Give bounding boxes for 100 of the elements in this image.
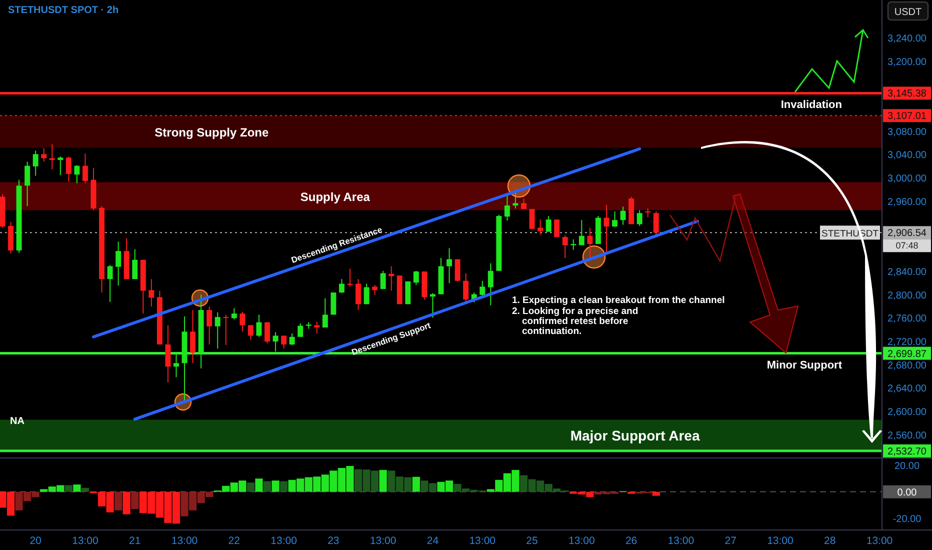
y-tick-label: 2,906.54 (888, 228, 927, 240)
chart-title: STETHUSDT SPOT · 2h (8, 5, 119, 16)
candlestick (554, 219, 560, 238)
x-tick-label: 13:00 (72, 535, 99, 547)
x-tick-label: 13:00 (866, 535, 893, 547)
candlestick (74, 164, 80, 184)
x-tick-label: 27 (724, 535, 737, 547)
y-axis-title: USDT (894, 7, 922, 18)
x-tick-label: 25 (526, 535, 538, 547)
annotation: NA (10, 416, 24, 427)
x-tick-label: 13:00 (370, 535, 396, 547)
candlestick (488, 262, 494, 306)
candlestick (364, 283, 370, 305)
y-tick-label: 2,840.00 (888, 266, 927, 278)
bar (246, 482, 255, 492)
y-tick-label: 2,960.00 (888, 196, 927, 208)
candlestick (298, 322, 304, 338)
annotation: 2. Looking for a precise and confirmed retest before continuation. (512, 306, 638, 337)
candlestick (289, 332, 295, 346)
candlestick (82, 153, 88, 184)
band-label: Major Support Area (570, 427, 700, 444)
y-tick-label: 20.00 (894, 460, 920, 472)
y-tick-label: 3,080.00 (888, 126, 927, 138)
y-tick-label: 2,640.00 (888, 384, 927, 395)
candlestick (430, 292, 436, 318)
candlestick (58, 156, 64, 176)
candlestick (132, 248, 138, 280)
y-tick-label: 2,560.00 (888, 430, 927, 442)
candlestick (480, 280, 486, 298)
x-tick-label: 13:00 (469, 535, 496, 547)
candlestick (248, 324, 254, 340)
candlestick (256, 314, 262, 338)
y-tick-label: 3,107.01 (888, 111, 927, 122)
text: 07:48 (896, 240, 918, 251)
y-tick-label: -20.00 (892, 514, 922, 525)
candlestick (338, 278, 344, 294)
candlestick (116, 241, 122, 286)
x-tick-label: 23 (328, 535, 340, 547)
y-tick-label: 3,145.38 (888, 88, 927, 100)
candlestick (206, 306, 212, 345)
bar (81, 488, 90, 492)
x-tick-label: 13:00 (171, 535, 198, 547)
candlestick (538, 219, 544, 236)
candlestick (413, 270, 419, 286)
candlestick (174, 352, 179, 378)
candlestick (32, 150, 38, 176)
candlestick (578, 220, 584, 246)
candlestick (512, 189, 518, 209)
candlestick (165, 324, 171, 383)
band-label: Strong Supply Zone (154, 126, 269, 140)
candlestick (454, 258, 460, 282)
bar (263, 481, 272, 492)
candlestick (214, 312, 220, 350)
candlestick (107, 264, 113, 302)
band-label: Supply Area (300, 190, 370, 204)
bar (131, 492, 139, 510)
y-tick-label: 3,200.00 (888, 56, 927, 68)
x-tick-label: 13:00 (270, 535, 298, 547)
candlestick (546, 216, 552, 232)
x-tick-label: 26 (625, 535, 638, 547)
bar (272, 480, 280, 492)
candlestick (24, 161, 30, 207)
candlestick (314, 321, 320, 334)
candlestick (604, 204, 610, 254)
x-tick-label: 28 (824, 535, 836, 547)
x-tick-label: 13:00 (767, 535, 794, 547)
candlestick (264, 322, 270, 344)
bar (255, 478, 263, 492)
bar (280, 481, 288, 492)
candlestick (446, 248, 452, 284)
y-tick-label: 3,000.00 (888, 174, 927, 185)
y-tick-label: 3,240.00 (888, 33, 927, 44)
bar (73, 484, 81, 492)
annotation: 1. Expecting a clean breakout from the channel (512, 295, 725, 306)
candlestick (322, 298, 328, 328)
candlestick (231, 308, 237, 320)
candlestick (587, 227, 593, 260)
candlestick (463, 272, 469, 304)
candlestick (347, 268, 353, 288)
candlestick (653, 210, 659, 236)
candlestick (372, 284, 378, 296)
x-tick-label: 24 (426, 535, 439, 547)
candlestick (281, 335, 287, 350)
x-tick-label: 20 (30, 535, 42, 547)
candlestick (620, 206, 626, 226)
ref-line-label: Invalidation (780, 99, 842, 112)
bar (379, 470, 387, 492)
bar (64, 485, 72, 492)
candlestick (190, 310, 196, 364)
candlestick (49, 144, 55, 170)
y-tick-label: 0.00 (897, 487, 918, 498)
candlestick (240, 311, 246, 332)
candlestick (41, 148, 47, 162)
candlestick (529, 208, 535, 230)
bar (652, 492, 660, 496)
y-tick-label: 2,532.70 (888, 446, 927, 458)
candlestick (380, 270, 386, 290)
candlestick (223, 314, 229, 346)
x-tick-label: 13:00 (568, 535, 595, 547)
y-tick-label: 2,720.00 (888, 337, 927, 348)
